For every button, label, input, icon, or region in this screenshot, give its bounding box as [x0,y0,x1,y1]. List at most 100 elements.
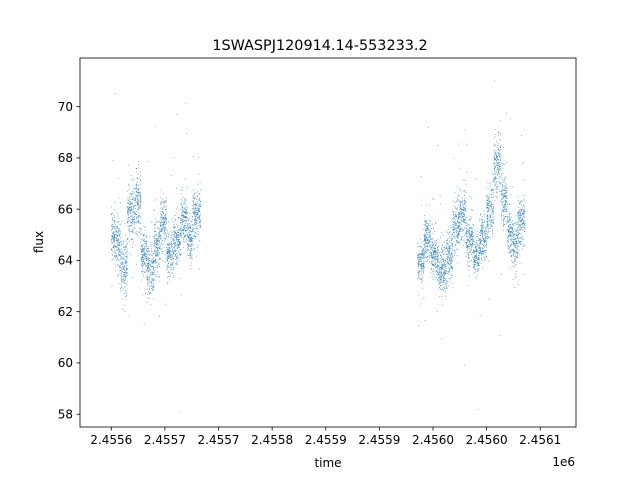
data-point [164,238,166,240]
data-point [155,255,157,256]
data-point [424,236,426,237]
data-point [502,203,504,205]
data-point [486,238,488,240]
data-point [504,210,506,212]
data-point [520,212,521,214]
data-point [492,214,494,215]
data-point [513,261,515,262]
data-point [433,262,435,264]
data-point [427,242,429,244]
data-point [516,226,518,228]
data-point [477,243,479,245]
data-point [417,242,419,244]
data-point [463,219,464,220]
data-point [121,250,123,252]
data-point [433,256,434,258]
data-point [462,229,464,231]
data-point [184,204,186,206]
data-point [490,207,492,209]
data-point [497,142,499,144]
data-point [190,236,192,238]
data-point [145,246,147,247]
data-point [450,272,452,274]
data-point [495,166,496,168]
data-point [418,294,420,296]
data-point [122,298,123,300]
data-point [160,211,162,212]
data-point [510,227,511,229]
data-point [466,245,468,246]
data-point [431,242,433,243]
data-point [155,239,157,241]
data-point [502,195,504,197]
data-point [486,194,488,196]
data-point [190,250,191,252]
data-point [460,210,462,212]
data-point [180,213,182,215]
data-point [137,184,139,186]
data-point [195,208,196,210]
data-point [139,205,141,207]
data-point [466,230,467,232]
data-point [430,272,431,274]
data-point [118,228,119,229]
data-point [156,247,158,248]
data-point [514,258,516,260]
data-point [487,222,488,224]
data-point [516,229,518,231]
data-point [501,201,503,203]
data-point [159,236,161,238]
data-point [185,236,186,237]
data-point [450,253,452,254]
data-point [459,226,461,228]
y-axis-label: flux [32,231,46,253]
data-point [437,255,439,257]
data-point [152,289,154,290]
data-point [160,218,162,220]
data-point [198,209,200,211]
data-point [523,214,525,216]
data-point [437,272,438,274]
data-point [500,199,502,201]
data-point [509,236,511,238]
data-point [192,229,194,231]
data-point [471,229,473,231]
data-point [184,217,185,218]
data-point [517,227,519,229]
data-point [126,252,127,254]
data-point [141,262,143,264]
data-point [140,216,142,218]
data-point [469,275,470,277]
data-point [470,243,471,245]
data-point [133,224,135,226]
data-point [147,247,149,249]
data-point [461,214,462,216]
data-point [191,240,193,242]
data-point [192,230,194,232]
data-point [114,220,116,222]
x-tick-label: 2.4559 [305,433,347,447]
data-point [126,289,128,291]
data-point [498,152,500,154]
data-point [192,216,194,217]
data-point [449,245,451,247]
data-point [421,265,423,267]
data-point [500,168,501,170]
data-point [186,229,187,231]
data-point [478,257,480,259]
data-point [454,228,456,230]
data-point [489,183,490,185]
data-point [130,213,132,215]
data-point [143,262,145,263]
data-point [479,247,481,248]
data-point [421,274,423,276]
data-point [476,274,478,276]
data-point [509,231,511,232]
data-point [115,230,117,232]
data-point [134,197,136,199]
data-point [424,255,426,257]
data-point [140,180,142,182]
data-point [506,229,508,230]
data-point [170,254,172,256]
data-point [178,244,180,246]
